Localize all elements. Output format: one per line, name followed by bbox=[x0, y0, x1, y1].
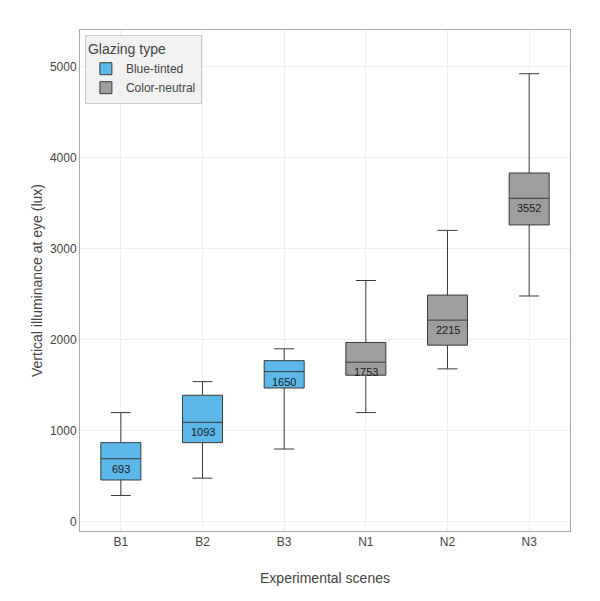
svg-text:Blue-tinted: Blue-tinted bbox=[126, 62, 183, 76]
svg-text:1753: 1753 bbox=[354, 366, 378, 378]
svg-text:B2: B2 bbox=[195, 535, 210, 549]
svg-text:Experimental scenes: Experimental scenes bbox=[260, 570, 390, 586]
svg-text:1000: 1000 bbox=[50, 424, 77, 438]
svg-text:3552: 3552 bbox=[517, 202, 541, 214]
svg-text:N1: N1 bbox=[358, 535, 374, 549]
svg-text:693: 693 bbox=[112, 463, 130, 475]
svg-text:2000: 2000 bbox=[50, 333, 77, 347]
svg-text:2215: 2215 bbox=[436, 324, 460, 336]
svg-text:N2: N2 bbox=[440, 535, 456, 549]
svg-text:B3: B3 bbox=[277, 535, 292, 549]
svg-text:4000: 4000 bbox=[50, 151, 77, 165]
svg-text:Vertical illuminance at eye (l: Vertical illuminance at eye (lux) bbox=[29, 184, 45, 377]
svg-text:B1: B1 bbox=[113, 535, 128, 549]
svg-text:N3: N3 bbox=[521, 535, 537, 549]
svg-text:0: 0 bbox=[70, 515, 77, 529]
svg-text:Glazing type: Glazing type bbox=[88, 41, 166, 57]
svg-text:1093: 1093 bbox=[191, 426, 215, 438]
svg-text:Color-neutral: Color-neutral bbox=[126, 81, 195, 95]
svg-text:5000: 5000 bbox=[50, 60, 77, 74]
svg-text:3000: 3000 bbox=[50, 242, 77, 256]
svg-text:1650: 1650 bbox=[272, 376, 296, 388]
